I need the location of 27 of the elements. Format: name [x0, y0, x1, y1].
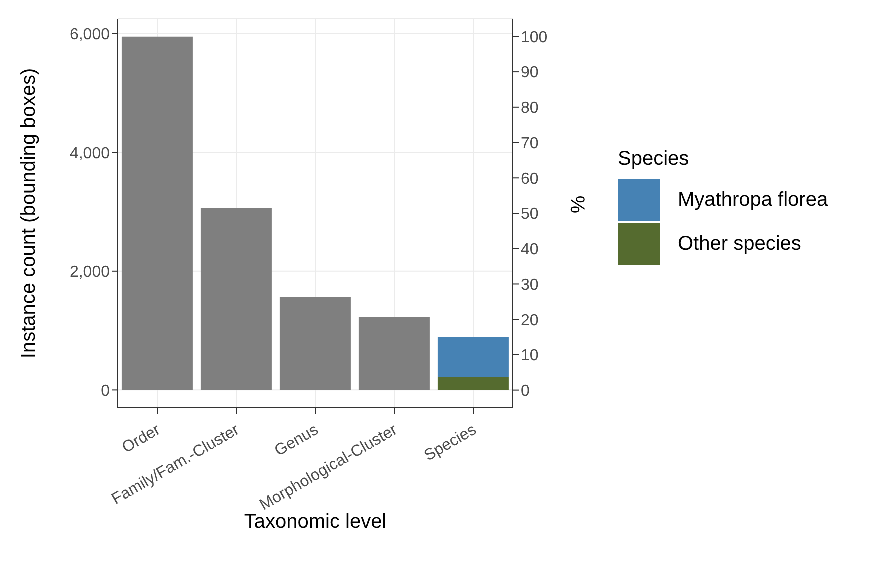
y-tick-label: 4,000 — [70, 145, 110, 162]
legend-label: Myathropa florea — [678, 188, 828, 212]
bar — [438, 377, 509, 390]
bar — [438, 337, 509, 378]
y2-tick-label: 0 — [521, 383, 530, 400]
y2-tick-label: 50 — [521, 206, 539, 224]
legend-title: Species — [618, 148, 690, 171]
y2-axis-title: % — [566, 196, 588, 214]
y2-tick-label: 80 — [521, 100, 539, 118]
legend-label: Other species — [678, 232, 802, 256]
y-tick-label: 6,000 — [70, 26, 110, 44]
bar — [200, 208, 272, 390]
bar — [358, 317, 430, 390]
y-axis-title: Instance count (bounding boxes) — [18, 68, 40, 359]
x-axis-title: Taxonomic level — [244, 511, 387, 533]
y-tick-label: 2,000 — [70, 264, 110, 282]
y2-tick-label: 40 — [521, 242, 539, 259]
y2-tick-label: 90 — [521, 64, 539, 82]
y2-tick-label: 100 — [521, 29, 548, 46]
y-tick-label: 0 — [101, 382, 110, 400]
y2-tick-label: 60 — [521, 170, 539, 188]
y2-tick-label: 70 — [521, 135, 539, 152]
y2-tick-label: 10 — [521, 348, 539, 365]
y2-tick-label: 20 — [521, 312, 539, 330]
bar — [280, 298, 351, 390]
bar — [122, 36, 193, 390]
y2-tick-label: 30 — [521, 276, 539, 294]
